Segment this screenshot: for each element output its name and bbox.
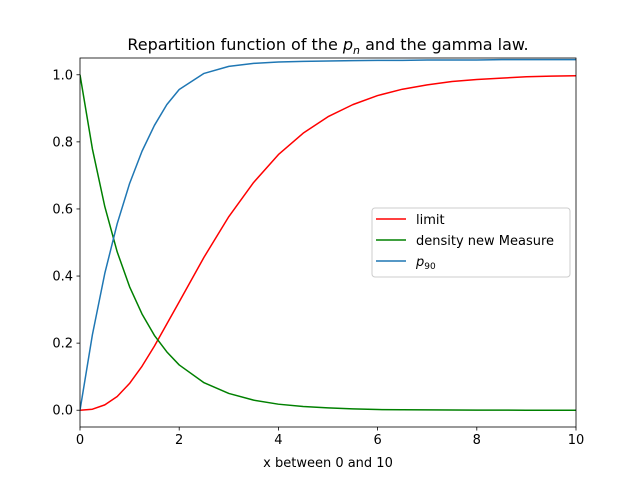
legend-label-0: limit (416, 213, 445, 228)
x-axis-label: x between 0 and 10 (263, 456, 393, 471)
title-suffix: and the gamma law. (360, 35, 529, 54)
series-line-2 (80, 58, 576, 411)
x-tick-label-0: 0 (76, 433, 84, 448)
y-tick-label-3: 0.6 (52, 202, 73, 217)
legend-box (371, 207, 571, 278)
series-line-0 (80, 75, 576, 411)
x-tick-label-3: 6 (373, 433, 381, 448)
y-tick-label-0: 0.0 (52, 404, 73, 419)
title-var: p (342, 35, 353, 54)
legend-label-1: density new Measure (416, 234, 554, 249)
plot-area: 0 2 4 6 8 10 0.0 0.2 0.4 0.6 0.8 1.0 limit density ne… (52, 57, 585, 448)
series-line-1 (80, 74, 576, 411)
x-tick-label-5: 10 (568, 433, 585, 448)
axes-frame (79, 57, 577, 428)
x-tick-label-2: 4 (274, 433, 282, 448)
y-tick-label-5: 1.0 (52, 68, 73, 83)
legend-label-2: p90 (415, 255, 436, 272)
x-tick-label-4: 8 (473, 433, 481, 448)
y-tick-label-1: 0.2 (52, 337, 73, 352)
title-var-sub: n (353, 44, 360, 57)
y-tick-label-2: 0.4 (52, 270, 73, 285)
y-tick-label-4: 0.8 (52, 135, 73, 150)
x-tick-label-1: 2 (175, 433, 183, 448)
chart-title: Repartition function of the pn and the g… (127, 35, 528, 57)
title-prefix: Repartition function of the (127, 35, 343, 54)
